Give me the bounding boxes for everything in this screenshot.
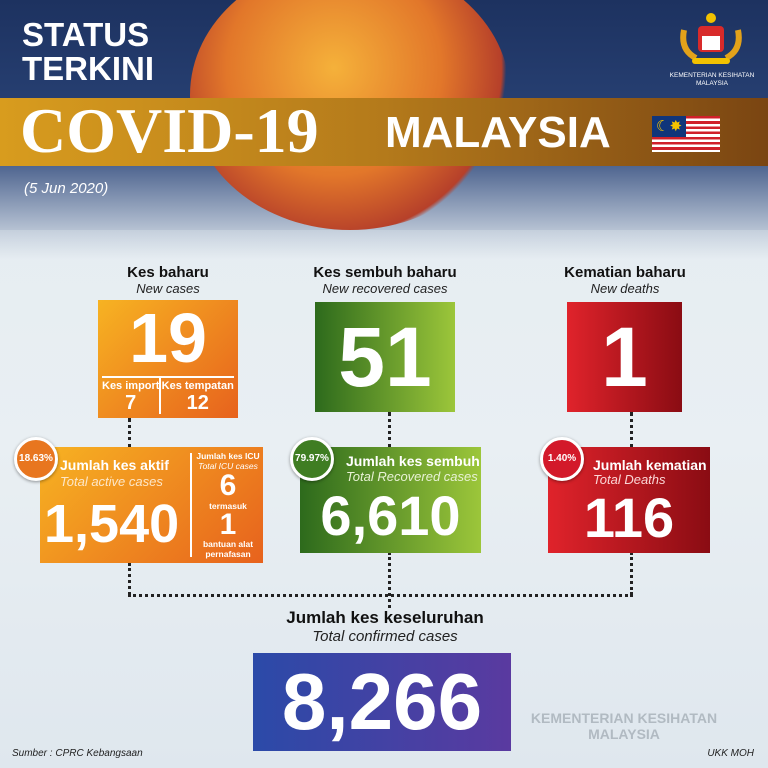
- import-cases: Kes import 7: [102, 378, 162, 414]
- new-deaths-heading: Kematian baharu New deaths: [564, 264, 686, 296]
- report-date: (5 Jun 2020): [24, 180, 109, 197]
- new-cases-card: 19 Kes import 7 Kes tempatan 12: [98, 300, 238, 418]
- local-cases: Kes tempatan 12: [161, 380, 234, 414]
- connector: [388, 412, 391, 448]
- credit-text: UKK MOH: [707, 748, 754, 759]
- new-deaths-card: 1: [567, 302, 682, 412]
- new-cases-heading: Kes baharu New cases: [127, 264, 209, 296]
- connector: [128, 594, 633, 597]
- connector: [128, 418, 131, 448]
- moh-crest-icon: [678, 10, 744, 68]
- total-cases-card: 8,266: [253, 653, 511, 751]
- deaths-percent-badge: 1.40%: [540, 437, 584, 481]
- connector: [388, 552, 391, 608]
- malaysia-flag-icon: ☾✸: [652, 116, 720, 152]
- moh-logo-text: KEMENTERIAN KESIHATAN MALAYSIA: [669, 72, 755, 87]
- active-percent-badge: 18.63%: [14, 437, 58, 481]
- active-cases-card: Jumlah kes aktif Total active cases 1,54…: [40, 447, 263, 563]
- new-recovered-card: 51: [315, 302, 455, 412]
- title-country: MALAYSIA: [385, 108, 611, 157]
- status-title: STATUS TERKINI: [22, 16, 154, 87]
- source-text: Sumber : CPRC Kebangsaan: [12, 748, 143, 759]
- title-banner: [0, 98, 768, 166]
- connector: [630, 552, 633, 595]
- total-heading: Jumlah kes keseluruhan Total confirmed c…: [286, 608, 484, 645]
- connector: [630, 412, 633, 448]
- watermark: KEMENTERIAN KESIHATAN MALAYSIA: [530, 710, 718, 742]
- connector: [128, 563, 131, 595]
- new-recovered-heading: Kes sembuh baharu New recovered cases: [313, 264, 457, 296]
- title-covid: COVID-19: [20, 95, 319, 166]
- icu-cases: Jumlah kes ICU Total ICU cases 6 termasu…: [196, 451, 260, 559]
- recovered-percent-badge: 79.97%: [290, 437, 334, 481]
